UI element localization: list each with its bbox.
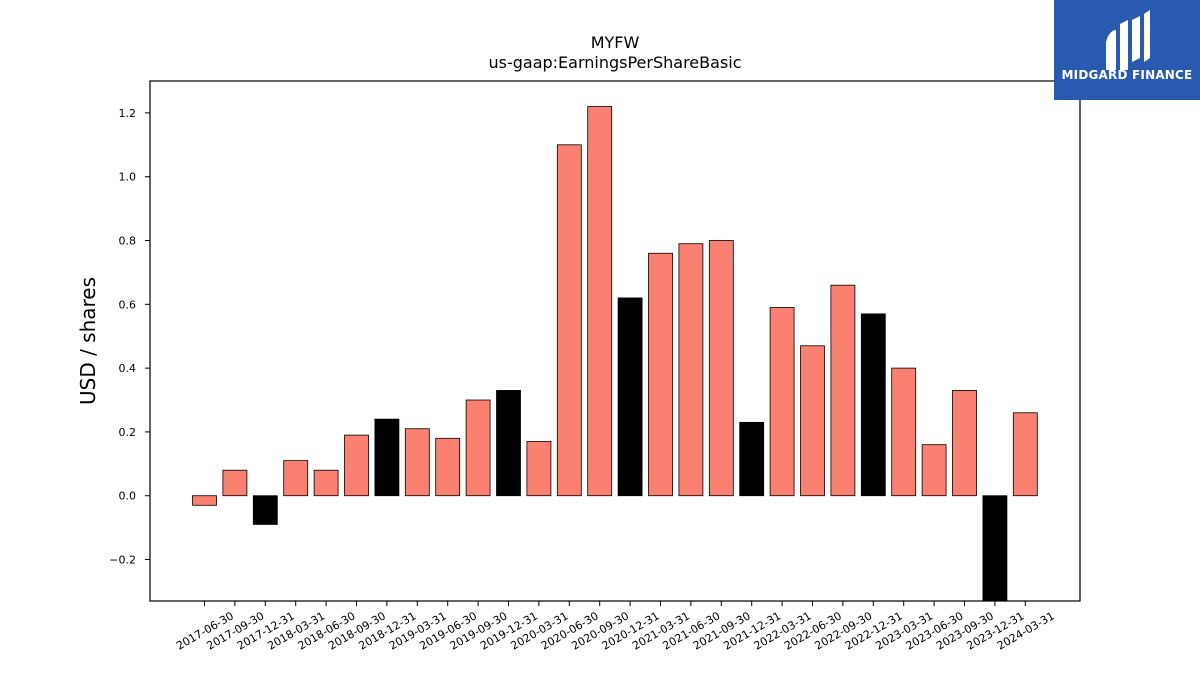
logo-mark-icon (1054, 0, 1200, 100)
y-axis-label: USD / shares (76, 277, 100, 405)
bar-2022-03-31 (769, 307, 795, 497)
bar-2022-06-30 (800, 345, 825, 497)
bars-layer (192, 106, 1038, 602)
y-tick-label: 1.2 (119, 107, 137, 120)
bar-2017-12-31 (252, 495, 278, 525)
bar-2023-03-31 (891, 367, 917, 497)
bar-2020-06-30 (556, 144, 582, 497)
midgard-finance-logo: MIDGARD FINANCE (1054, 0, 1200, 100)
bar-2023-06-30 (921, 444, 947, 497)
bar-2021-12-31 (739, 421, 765, 497)
bar-2020-09-30 (587, 106, 613, 497)
x-axis: 2017-06-302017-09-302017-12-312018-03-31… (174, 601, 1057, 653)
bar-2023-09-30 (952, 390, 977, 497)
y-tick-label: 1.0 (119, 171, 137, 184)
bar-2023-12-31 (982, 495, 1008, 602)
bar-2018-12-31 (374, 418, 400, 497)
bar-2017-06-30 (192, 495, 217, 506)
bar-2020-12-31 (617, 297, 643, 497)
bar-2019-12-31 (496, 390, 521, 497)
bar-2018-09-30 (344, 434, 369, 497)
y-axis: −0.2 0.0 0.2 0.4 0.6 0.8 1.0 1.2 (109, 107, 150, 567)
plot-frame (149, 80, 1081, 602)
bar-2020-03-31 (526, 441, 552, 497)
bar-2024-03-31 (1012, 412, 1038, 497)
chart-title: MYFW (591, 33, 640, 52)
bar-2017-09-30 (222, 469, 248, 497)
y-tick-label: 0.2 (119, 426, 137, 439)
bar-2019-09-30 (465, 399, 491, 497)
bar-2021-06-30 (678, 243, 704, 497)
bar-2018-03-31 (283, 460, 309, 497)
bar-2022-09-30 (830, 284, 856, 497)
bar-2021-03-31 (648, 252, 673, 497)
y-tick-label: −0.2 (109, 554, 136, 567)
bar-2019-06-30 (435, 437, 461, 497)
chart-subtitle: us-gaap:EarningsPerShareBasic (488, 53, 741, 72)
bar-2021-09-30 (708, 240, 734, 497)
y-tick-label: 0.8 (119, 235, 137, 248)
bar-2018-06-30 (313, 469, 339, 497)
bar-2019-03-31 (404, 428, 430, 497)
bar-2022-12-31 (860, 313, 886, 497)
y-tick-label: 0.6 (119, 298, 137, 311)
logo-text: MIDGARD FINANCE (1061, 68, 1193, 82)
y-tick-label: 0.4 (119, 362, 137, 375)
y-tick-label: 0.0 (119, 490, 137, 503)
